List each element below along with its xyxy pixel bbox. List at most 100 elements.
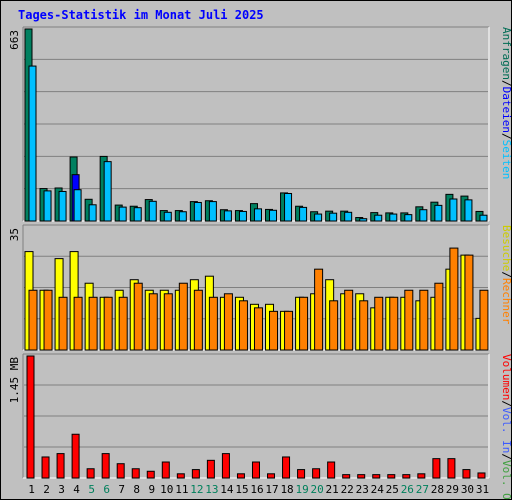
legend-entry: Volumen bbox=[500, 354, 512, 400]
volume-bar-volumen-day-3 bbox=[56, 453, 65, 479]
legend-separator: / bbox=[500, 80, 512, 87]
x-tick-label: 14 bbox=[220, 483, 234, 496]
volume-bar-volumen-day-31 bbox=[477, 472, 486, 479]
volume-bar-volumen-day-29 bbox=[447, 458, 456, 479]
legend-separator: / bbox=[500, 271, 512, 278]
volume-bar-volumen-day-20 bbox=[312, 468, 321, 479]
volume-bar-volumen-day-8 bbox=[131, 468, 140, 479]
hits-bar-seiten-day-4 bbox=[73, 189, 82, 222]
volume-bar-volumen-day-22 bbox=[342, 474, 351, 479]
hits-bar-seiten-day-27 bbox=[419, 209, 428, 222]
x-tick-label: 4 bbox=[73, 483, 80, 496]
legend-entry: Vol. Out bbox=[500, 460, 512, 500]
visits-bar-rechner-day-20 bbox=[314, 268, 324, 351]
visits-bar-rechner-day-17 bbox=[269, 310, 279, 351]
visits-legend: Besuche/Rechner bbox=[500, 225, 512, 325]
visits-bar-rechner-day-22 bbox=[344, 289, 354, 351]
hits-bar-seiten-day-25 bbox=[389, 213, 398, 222]
hits-bar-seiten-day-20 bbox=[314, 213, 323, 222]
volume-bar-volumen-day-11 bbox=[176, 473, 185, 479]
visits-bar-rechner-day-4 bbox=[73, 296, 83, 351]
visits-bar-rechner-day-3 bbox=[58, 296, 68, 351]
hits-bar-seiten-day-23 bbox=[359, 218, 368, 222]
hits-bar-seiten-day-6 bbox=[103, 161, 112, 222]
x-tick-label: 21 bbox=[326, 483, 339, 496]
hits-bar-seiten-day-9 bbox=[148, 200, 157, 222]
hits-bar-seiten-day-5 bbox=[88, 204, 97, 222]
hits-legend: Anfragen/Dateien/Seiten bbox=[500, 27, 512, 179]
x-tick-label: 23 bbox=[356, 483, 369, 496]
visits-bar-rechner-day-28 bbox=[434, 282, 444, 351]
hits-bar-seiten-day-31 bbox=[479, 214, 488, 222]
hits-bar-seiten-day-29 bbox=[449, 198, 458, 222]
visits-bar-rechner-day-25 bbox=[389, 296, 399, 351]
x-tick-label: 5 bbox=[88, 483, 95, 496]
hits-bar-seiten-day-30 bbox=[464, 199, 473, 222]
volume-bar-volumen-day-30 bbox=[462, 469, 471, 479]
hits-bar-seiten-day-10 bbox=[163, 211, 172, 222]
visits-bar-rechner-day-26 bbox=[404, 289, 414, 351]
x-tick-label: 1 bbox=[28, 483, 35, 496]
volume-bar-volumen-day-7 bbox=[116, 463, 125, 479]
hits-bar-seiten-day-24 bbox=[374, 214, 383, 222]
volume-bar-volumen-day-5 bbox=[86, 468, 95, 479]
volume-bar-volumen-day-17 bbox=[267, 473, 276, 479]
volume-bar-volumen-day-1 bbox=[26, 355, 35, 479]
visits-bar-rechner-day-18 bbox=[284, 310, 294, 351]
visits-bar-rechner-day-23 bbox=[359, 300, 369, 351]
volume-bar-volumen-day-4 bbox=[71, 433, 80, 479]
visits-bar-rechner-day-21 bbox=[329, 300, 339, 351]
volume-bar-volumen-day-6 bbox=[101, 453, 110, 479]
hits-scale-label: 663 bbox=[8, 30, 21, 50]
hits-bar-seiten-day-28 bbox=[434, 204, 443, 222]
x-tick-label: 25 bbox=[386, 483, 399, 496]
volume-bar-volumen-day-18 bbox=[282, 456, 291, 479]
x-tick-label: 15 bbox=[235, 483, 248, 496]
visits-bar-rechner-day-5 bbox=[88, 296, 98, 351]
hits-bar-seiten-day-7 bbox=[118, 206, 127, 222]
visits-bar-rechner-day-12 bbox=[193, 289, 203, 351]
visits-bar-rechner-day-7 bbox=[118, 296, 128, 351]
legend-entry: Besuche bbox=[500, 225, 512, 271]
volume-bar-volumen-day-21 bbox=[327, 461, 336, 479]
hits-bar-seiten-day-14 bbox=[223, 210, 232, 222]
volume-bar-volumen-day-16 bbox=[251, 461, 260, 479]
x-tick-label: 8 bbox=[133, 483, 140, 496]
hits-bar-seiten-day-19 bbox=[299, 206, 308, 222]
volume-bar-volumen-day-15 bbox=[236, 473, 245, 479]
visits-bar-rechner-day-31 bbox=[479, 289, 489, 351]
visits-scale-label: 35 bbox=[8, 228, 21, 241]
visits-bar-rechner-day-16 bbox=[253, 307, 263, 351]
x-tick-label: 17 bbox=[265, 483, 278, 496]
volume-bar-volumen-day-26 bbox=[402, 474, 411, 479]
x-tick-label: 30 bbox=[461, 483, 474, 496]
legend-separator: / bbox=[500, 400, 512, 407]
x-tick-label: 19 bbox=[295, 483, 308, 496]
visits-bar-rechner-day-13 bbox=[208, 296, 218, 351]
visits-bar-rechner-day-27 bbox=[419, 289, 429, 351]
x-tick-label: 20 bbox=[311, 483, 324, 496]
hits-bar-seiten-day-18 bbox=[284, 192, 293, 222]
x-tick-label: 6 bbox=[103, 483, 110, 496]
visits-bar-rechner-day-9 bbox=[148, 293, 158, 351]
volume-scale-label: 1.45 MB bbox=[8, 357, 21, 404]
x-tick-label: 11 bbox=[175, 483, 188, 496]
hits-bar-seiten-day-15 bbox=[238, 210, 247, 222]
x-tick-label: 22 bbox=[341, 483, 354, 496]
volume-bar-volumen-day-28 bbox=[432, 458, 441, 479]
x-tick-label: 26 bbox=[401, 483, 414, 496]
visits-bar-rechner-day-15 bbox=[238, 300, 248, 351]
volume-bar-volumen-day-9 bbox=[146, 470, 155, 479]
visits-bar-rechner-day-14 bbox=[223, 293, 233, 351]
volume-bar-volumen-day-24 bbox=[372, 474, 381, 479]
volume-bar-volumen-day-2 bbox=[41, 456, 50, 479]
volume-bar-volumen-day-27 bbox=[417, 473, 426, 479]
hits-bar-seiten-day-13 bbox=[208, 201, 217, 222]
hits-bar-seiten-day-8 bbox=[133, 207, 142, 222]
visits-bar-rechner-day-1 bbox=[28, 289, 38, 351]
x-tick-label: 16 bbox=[250, 483, 263, 496]
x-tick-label: 7 bbox=[118, 483, 125, 496]
volume-bar-volumen-day-23 bbox=[357, 474, 366, 479]
x-tick-label: 9 bbox=[148, 483, 155, 496]
